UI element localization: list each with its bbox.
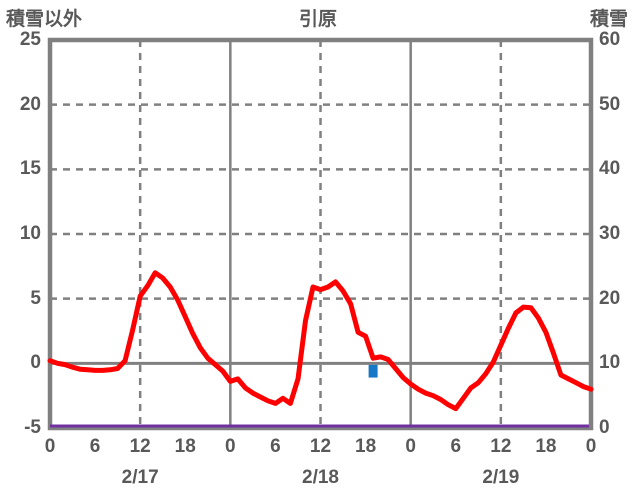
left-axis-tick-label: 5 <box>30 287 41 309</box>
right-axis-title: 積雪 <box>589 9 628 30</box>
left-axis-tick-label: 0 <box>30 352 41 374</box>
temperature-line <box>47 270 594 412</box>
x-axis-hour-label: 6 <box>450 436 462 457</box>
x-axis-date-label: 2/19 <box>482 467 520 488</box>
left-axis-tick-label: 20 <box>19 93 41 115</box>
left-axis-tick-label: 10 <box>19 223 41 244</box>
x-axis-hour-label: 6 <box>270 436 281 457</box>
right-axis-tick-label: 30 <box>599 223 621 244</box>
x-axis-hour-label: 6 <box>89 436 101 457</box>
precipitation-bar <box>368 364 378 378</box>
station-title: 引原 <box>298 9 337 30</box>
x-axis-hour-label: 0 <box>405 436 416 457</box>
x-axis-hour-label: 0 <box>585 436 597 457</box>
x-axis-hour-label: 12 <box>490 436 512 457</box>
x-axis-date-label: 2/18 <box>302 467 339 488</box>
x-axis-hour-label: 0 <box>44 436 56 457</box>
right-axis-tick-label: 60 <box>599 29 621 50</box>
x-axis-date-label: 2/17 <box>121 467 159 488</box>
right-axis-tick-label: 40 <box>599 158 621 180</box>
right-axis-tick-label: 20 <box>599 287 621 309</box>
right-axis-tick-label: 50 <box>599 93 621 115</box>
x-axis-hour-label: 18 <box>355 436 377 457</box>
left-axis-tick-label: 25 <box>19 29 41 50</box>
x-axis-hour-label: 12 <box>309 436 332 457</box>
x-axis-hour-label: 12 <box>129 436 151 457</box>
left-axis-title: 積雪以外 <box>6 9 83 30</box>
x-axis-hour-label: 0 <box>225 436 236 457</box>
x-axis-hour-label: 18 <box>174 436 196 457</box>
left-axis-tick-label: -5 <box>24 417 41 438</box>
x-axis-hour-label: 18 <box>535 436 557 457</box>
right-axis-tick-label: 10 <box>599 352 621 374</box>
plot-border <box>47 37 594 431</box>
left-axis-tick-label: 15 <box>19 158 41 180</box>
right-axis-tick-label: 0 <box>599 417 610 438</box>
